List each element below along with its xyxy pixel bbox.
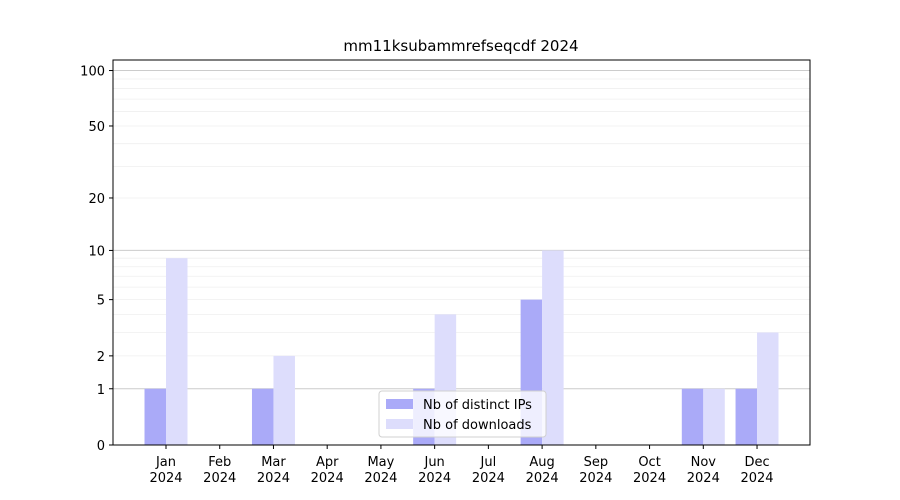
x-tick-label-line: 2024: [579, 471, 612, 486]
x-tick-label-line: 2024: [526, 471, 559, 486]
y-tick-label: 100: [80, 65, 105, 80]
x-tick-label: Feb 2024: [203, 455, 236, 486]
x-tick-label: Nov 2024: [687, 455, 720, 486]
legend-label: Nb of distinct IPs: [423, 398, 532, 413]
legend-label: Nb of downloads: [423, 418, 532, 433]
bar: [703, 388, 725, 445]
x-tick-label-line: 2024: [472, 471, 505, 486]
x-tick-label-line: 2024: [311, 471, 344, 486]
x-tick-label-line: Feb: [208, 455, 231, 470]
y-tick-label: 2: [97, 350, 105, 365]
x-tick-label-line: 2024: [740, 471, 773, 486]
legend-box: [378, 390, 547, 438]
x-tick-label-line: 2024: [418, 471, 451, 486]
x-tick-label: Oct 2024: [633, 455, 666, 486]
x-tick-label-line: Mar: [261, 455, 286, 470]
x-tick-label-line: Nov: [691, 455, 717, 470]
x-tick-label-line: Sep: [584, 455, 609, 470]
legend-swatch: [386, 419, 413, 429]
x-tick-label: Jul 2024: [472, 455, 505, 486]
bar: [757, 332, 779, 445]
x-tick-label-line: May: [367, 455, 394, 470]
x-tick-label-line: Jun: [423, 455, 444, 470]
y-tick-label: 10: [88, 244, 105, 259]
y-tick-label: 1: [97, 383, 105, 398]
x-tick-label-line: Dec: [744, 455, 769, 470]
x-tick-label-line: 2024: [633, 471, 666, 486]
bar: [735, 388, 758, 445]
x-tick-label-line: 2024: [149, 471, 182, 486]
x-tick-label: May 2024: [364, 455, 397, 486]
x-tick-label: Mar 2024: [257, 455, 290, 486]
x-tick-label-line: 2024: [364, 471, 397, 486]
chart-title: mm11ksubammrefseqcdf 2024: [343, 37, 578, 55]
x-tick-label: Apr 2024: [311, 455, 344, 486]
x-tick-label-line: 2024: [203, 471, 236, 486]
x-tick-label: Sep 2024: [579, 455, 612, 486]
y-tick-label: 0: [97, 439, 105, 454]
bar: [144, 388, 166, 445]
bar: [166, 258, 188, 445]
x-tick-label-line: Oct: [638, 455, 660, 470]
x-tick-label-line: Jan: [155, 455, 176, 470]
x-tick-label-line: Aug: [529, 455, 554, 470]
x-tick-label: Dec 2024: [740, 455, 773, 486]
x-tick-label: Jun 2024: [418, 455, 451, 486]
y-tick-label: 50: [88, 120, 105, 135]
y-tick-label: 5: [97, 294, 105, 309]
y-tick-label: 20: [88, 192, 105, 207]
x-tick-label-line: 2024: [687, 471, 720, 486]
bar: [681, 388, 704, 445]
legend-swatch: [386, 399, 413, 409]
x-tick-label-line: Apr: [316, 455, 339, 470]
bar: [251, 388, 274, 445]
bar: [273, 355, 295, 445]
x-tick-label: Aug 2024: [526, 455, 559, 486]
x-tick-label: Jan 2024: [149, 455, 182, 486]
plot-frame: [112, 59, 811, 446]
x-tick-label-line: Jul: [480, 455, 497, 470]
x-tick-label-line: 2024: [257, 471, 290, 486]
bar: [542, 250, 564, 445]
